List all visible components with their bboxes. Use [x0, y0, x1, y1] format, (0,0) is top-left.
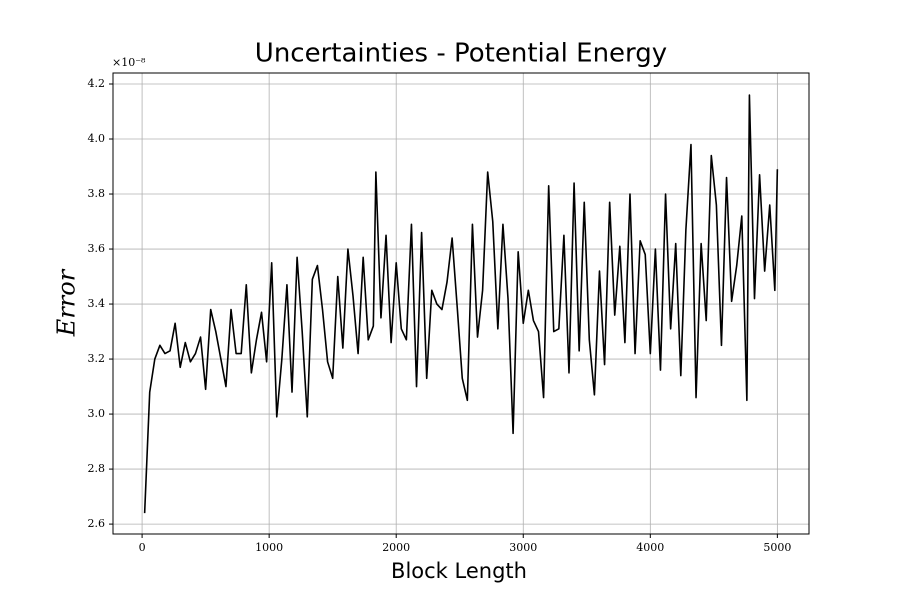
x-tick-label: 1000 — [255, 541, 283, 554]
y-tick-label: 3.4 — [88, 297, 106, 310]
y-tick-label: 3.8 — [88, 187, 106, 200]
y-tick-label: 3.6 — [88, 242, 106, 255]
line-series — [143, 94, 779, 514]
x-tick-label: 2000 — [382, 541, 410, 554]
y-tick-label: 2.6 — [88, 517, 106, 530]
y-tick-label: 3.0 — [88, 407, 106, 420]
chart-title: Uncertainties - Potential Energy — [255, 39, 667, 69]
y-tick-label: 4.2 — [88, 77, 106, 90]
y-axis-label: Error — [53, 268, 81, 337]
y-tick-label: 4.0 — [88, 132, 106, 145]
x-tick-label: 4000 — [636, 541, 664, 554]
x-tick-label: 0 — [139, 541, 146, 554]
y-tick-label: 3.2 — [88, 352, 106, 365]
x-axis-label: Block Length — [391, 559, 527, 583]
y-offset-label: ×10⁻⁸ — [112, 56, 146, 69]
x-tick-label: 5000 — [763, 541, 791, 554]
y-tick-label: 2.8 — [88, 462, 106, 475]
x-tick-label: 3000 — [509, 541, 537, 554]
plot-frame — [112, 72, 810, 535]
